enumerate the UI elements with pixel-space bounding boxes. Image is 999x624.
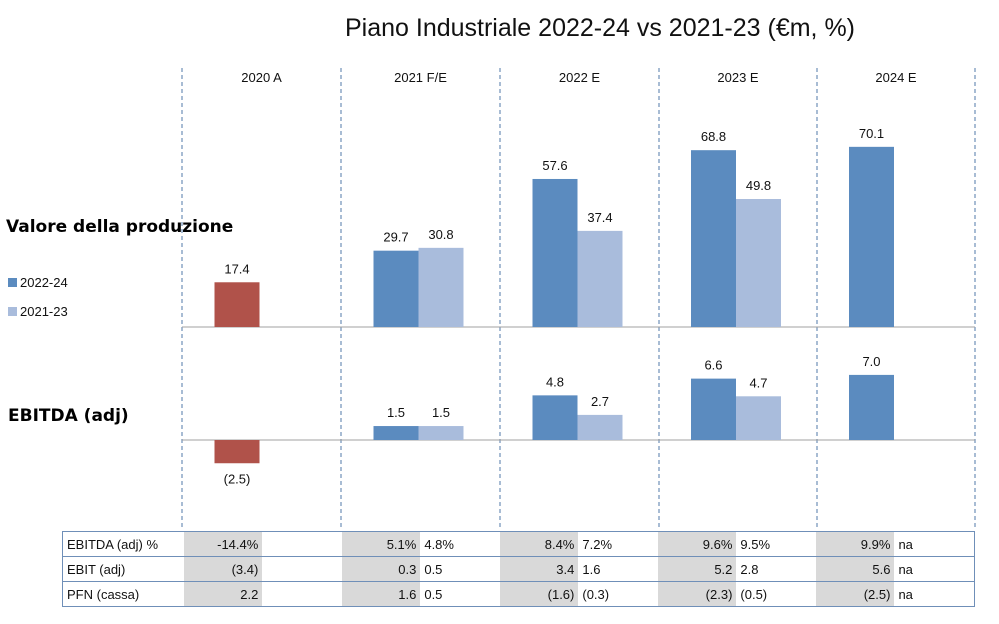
data-label: 37.4: [587, 210, 612, 225]
data-label: 68.8: [701, 129, 726, 144]
legend-item-2022-24: 2022-24: [8, 275, 68, 290]
table-row: PFN (cassa) 2.2 1.6 0.5 (1.6) (0.3) (2.3) (0.5)…: [61, 581, 976, 607]
category-label: 2022 E: [559, 70, 601, 85]
bar-2022-24: [691, 150, 736, 327]
legend-swatch: [8, 307, 17, 316]
chart-title: Piano Industriale 2022-24 vs 2021-23 (€m…: [344, 14, 855, 42]
value-2022-24: 0.3: [341, 556, 421, 582]
value-2022-24: (2.3): [657, 581, 737, 607]
value-2022-24: 5.1%: [341, 531, 421, 557]
value-2021-23: na: [894, 531, 976, 557]
value-2022-24: -14.4%: [183, 531, 263, 557]
bar-2021-23: [418, 247, 464, 327]
top-section-label: Valore della produzione: [6, 217, 234, 237]
data-label: 17.4: [224, 261, 249, 276]
bar-2022-24: [849, 374, 894, 440]
data-label: 7.0: [862, 354, 880, 369]
value-2021-23: (0.3): [578, 581, 658, 607]
value-2022-24: 9.6%: [657, 531, 737, 557]
data-label: 1.5: [387, 405, 405, 420]
data-label: 4.8: [546, 374, 564, 389]
value-2022-24: 9.9%: [815, 531, 895, 557]
bar-2022-24: [691, 378, 736, 440]
bar-2022-24: [849, 146, 894, 327]
bar-2022-24: [214, 282, 260, 327]
value-2022-24: (3.4): [183, 556, 263, 582]
category-label: 2023 E: [717, 70, 759, 85]
bar-2021-23: [577, 414, 623, 440]
value-2021-23: 0.5: [420, 581, 500, 607]
data-label: 70.1: [859, 126, 884, 141]
value-2022-24: 5.6: [815, 556, 895, 582]
bottom-section-label: EBITDA (adj): [8, 406, 129, 426]
value-2021-23: 1.6: [578, 556, 658, 582]
value-2021-23: 4.8%: [420, 531, 500, 557]
category-label: 2020 A: [241, 70, 282, 85]
value-2022-24: (1.6): [499, 581, 579, 607]
legend-item-2021-23: 2021-23: [8, 304, 68, 319]
table-row: EBITDA (adj) % -14.4% 5.1% 4.8% 8.4% 7.2% 9.6%…: [61, 531, 976, 557]
legend-label: 2022-24: [20, 275, 68, 290]
value-2022-24: 1.6: [341, 581, 421, 607]
data-label: 29.7: [383, 230, 408, 245]
value-2021-23: 0.5: [420, 556, 500, 582]
row-label: EBIT (adj): [61, 556, 184, 582]
value-2021-23: 2.8: [736, 556, 816, 582]
legend-swatch: [8, 278, 17, 287]
bar-2021-23: [736, 396, 781, 440]
table-row: EBIT (adj) (3.4) 0.3 0.5 3.4 1.6 5.2 2.8 5.6 na: [61, 556, 976, 582]
data-label: (2.5): [224, 471, 251, 486]
data-label: 4.7: [749, 375, 767, 390]
value-2021-23: [262, 581, 342, 607]
value-2022-24: 5.2: [657, 556, 737, 582]
value-2022-24: 3.4: [499, 556, 579, 582]
value-2021-23: [262, 531, 342, 557]
bar-2022-24: [373, 426, 419, 440]
row-label: PFN (cassa): [61, 581, 184, 607]
legend-label: 2021-23: [20, 304, 68, 319]
value-2022-24: 8.4%: [499, 531, 579, 557]
value-2021-23: 9.5%: [736, 531, 816, 557]
value-2022-24: (2.5): [815, 581, 895, 607]
bar-2022-24: [214, 440, 260, 464]
bar-2021-23: [577, 230, 623, 327]
bar-2022-24: [532, 395, 578, 440]
category-label: 2021 F/E: [394, 70, 447, 85]
value-2021-23: (0.5): [736, 581, 816, 607]
bar-2021-23: [736, 199, 781, 327]
category-label: 2024 E: [875, 70, 917, 85]
value-2022-24: 2.2: [183, 581, 263, 607]
value-2021-23: [262, 556, 342, 582]
bar-2021-23: [418, 426, 464, 440]
row-label: EBITDA (adj) %: [61, 531, 184, 557]
data-label: 49.8: [746, 178, 771, 193]
data-label: 57.6: [542, 158, 567, 173]
data-label: 1.5: [432, 405, 450, 420]
value-2021-23: na: [894, 581, 976, 607]
value-2021-23: 7.2%: [578, 531, 658, 557]
kpi-table: EBITDA (adj) % -14.4% 5.1% 4.8% 8.4% 7.2% 9.6%…: [61, 531, 976, 607]
bar-2022-24: [532, 178, 578, 327]
data-label: 30.8: [428, 227, 453, 242]
data-label: 6.6: [704, 358, 722, 373]
data-label: 2.7: [591, 394, 609, 409]
bar-2022-24: [373, 250, 419, 327]
value-2021-23: na: [894, 556, 976, 582]
